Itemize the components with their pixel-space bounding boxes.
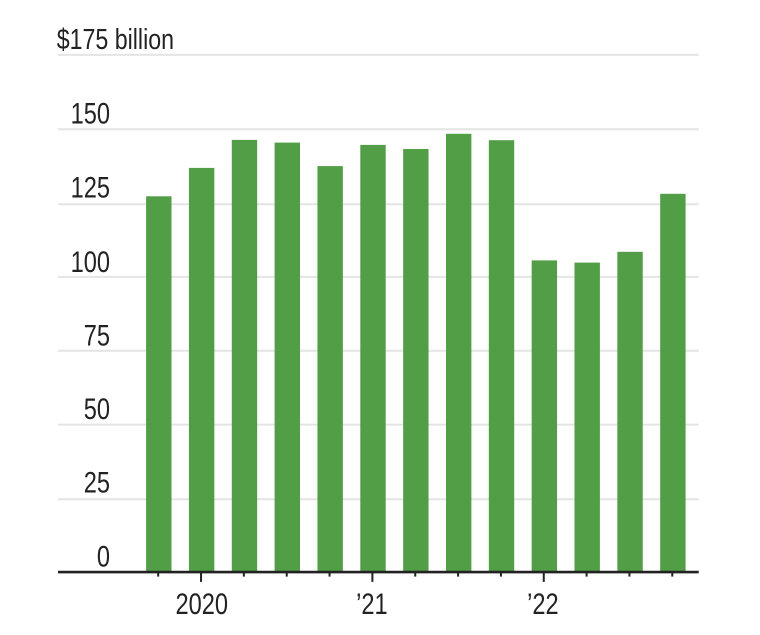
svg-text:125: 125 [71, 171, 110, 204]
svg-text:25: 25 [84, 466, 110, 499]
svg-text:50: 50 [84, 393, 110, 426]
svg-text:150: 150 [71, 97, 110, 130]
svg-text:0: 0 [97, 540, 110, 573]
svg-text:2020: 2020 [176, 588, 228, 621]
svg-text:$175 billion: $175 billion [57, 23, 174, 56]
svg-text:’21: ’21 [356, 588, 387, 621]
svg-text:100: 100 [71, 245, 110, 278]
svg-text:75: 75 [84, 319, 110, 352]
svg-text:’22: ’22 [527, 588, 558, 621]
